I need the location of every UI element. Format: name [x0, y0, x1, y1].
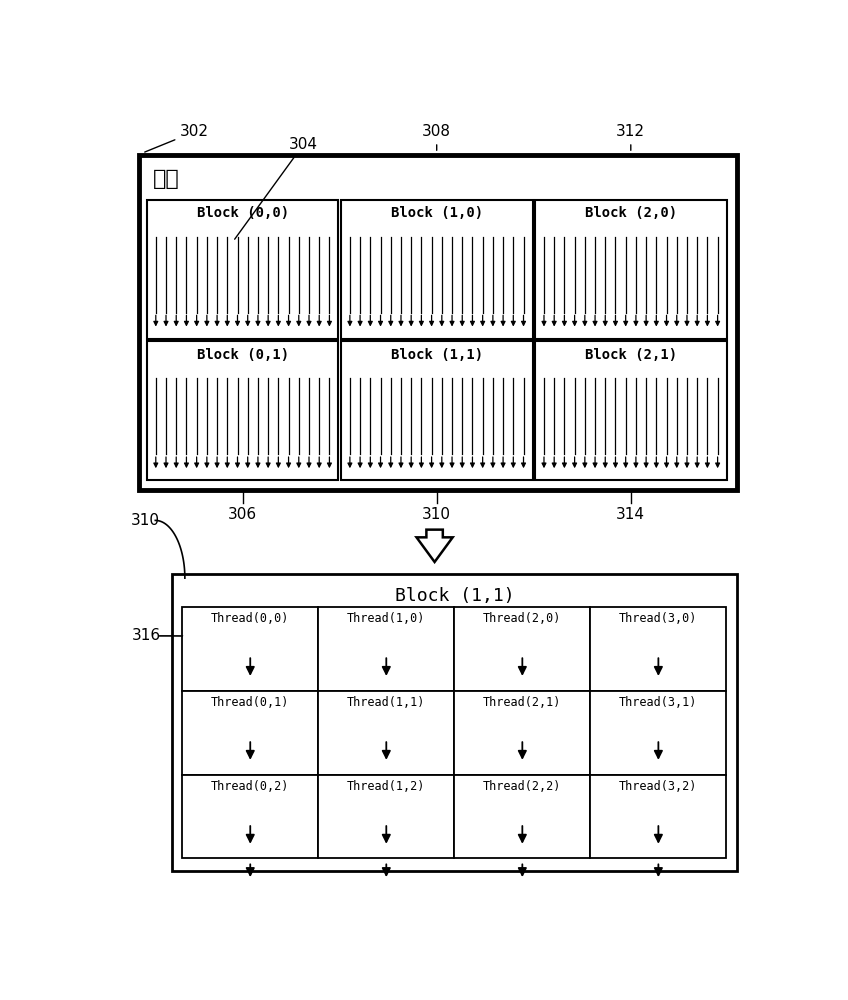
Bar: [455, 607, 590, 691]
Bar: [182, 607, 318, 691]
Text: 310: 310: [131, 513, 160, 528]
Text: Thread(1,0): Thread(1,0): [347, 612, 426, 625]
Bar: [341, 341, 533, 480]
Text: 306: 306: [228, 507, 257, 522]
Text: 316: 316: [132, 628, 161, 643]
Text: Block (1,1): Block (1,1): [391, 348, 483, 362]
Text: Thread(0,1): Thread(0,1): [211, 696, 289, 709]
Text: 308: 308: [422, 124, 451, 150]
Bar: [455, 691, 590, 774]
Bar: [171, 574, 737, 871]
Text: 314: 314: [616, 507, 645, 522]
Bar: [318, 691, 455, 774]
Bar: [147, 341, 338, 480]
Text: 310: 310: [422, 507, 451, 522]
Bar: [318, 607, 455, 691]
Bar: [147, 200, 338, 339]
Bar: [341, 200, 533, 339]
Polygon shape: [416, 530, 453, 562]
Text: Block (0,0): Block (0,0): [197, 206, 288, 220]
Text: Block (0,1): Block (0,1): [197, 348, 288, 362]
Text: Thread(0,0): Thread(0,0): [211, 612, 289, 625]
Text: Thread(2,1): Thread(2,1): [483, 696, 561, 709]
Text: 网格: 网格: [153, 169, 180, 189]
Bar: [590, 774, 727, 858]
Text: Thread(3,0): Thread(3,0): [619, 612, 698, 625]
Bar: [455, 774, 590, 858]
Bar: [318, 774, 455, 858]
Text: Block (1,0): Block (1,0): [391, 206, 483, 220]
Text: Thread(1,2): Thread(1,2): [347, 780, 426, 793]
Text: Thread(2,2): Thread(2,2): [483, 780, 561, 793]
Text: Block (2,0): Block (2,0): [585, 206, 677, 220]
Bar: [535, 200, 727, 339]
Bar: [535, 341, 727, 480]
Text: Block (2,1): Block (2,1): [585, 348, 677, 362]
Bar: [182, 691, 318, 774]
Text: Thread(3,1): Thread(3,1): [619, 696, 698, 709]
Bar: [182, 774, 318, 858]
Bar: [590, 691, 727, 774]
Bar: [139, 155, 737, 490]
Text: Thread(0,2): Thread(0,2): [211, 780, 289, 793]
Text: 302: 302: [145, 124, 209, 152]
Text: Thread(2,0): Thread(2,0): [483, 612, 561, 625]
Text: Thread(1,1): Thread(1,1): [347, 696, 426, 709]
Text: 304: 304: [235, 137, 318, 239]
Text: Block (1,1): Block (1,1): [394, 587, 514, 605]
Bar: [590, 607, 727, 691]
Text: 312: 312: [616, 124, 645, 150]
Text: Thread(3,2): Thread(3,2): [619, 780, 698, 793]
